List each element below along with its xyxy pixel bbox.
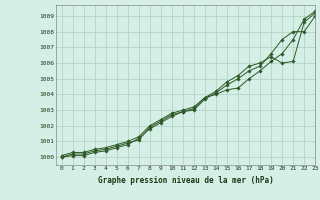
X-axis label: Graphe pression niveau de la mer (hPa): Graphe pression niveau de la mer (hPa) [98, 176, 274, 185]
